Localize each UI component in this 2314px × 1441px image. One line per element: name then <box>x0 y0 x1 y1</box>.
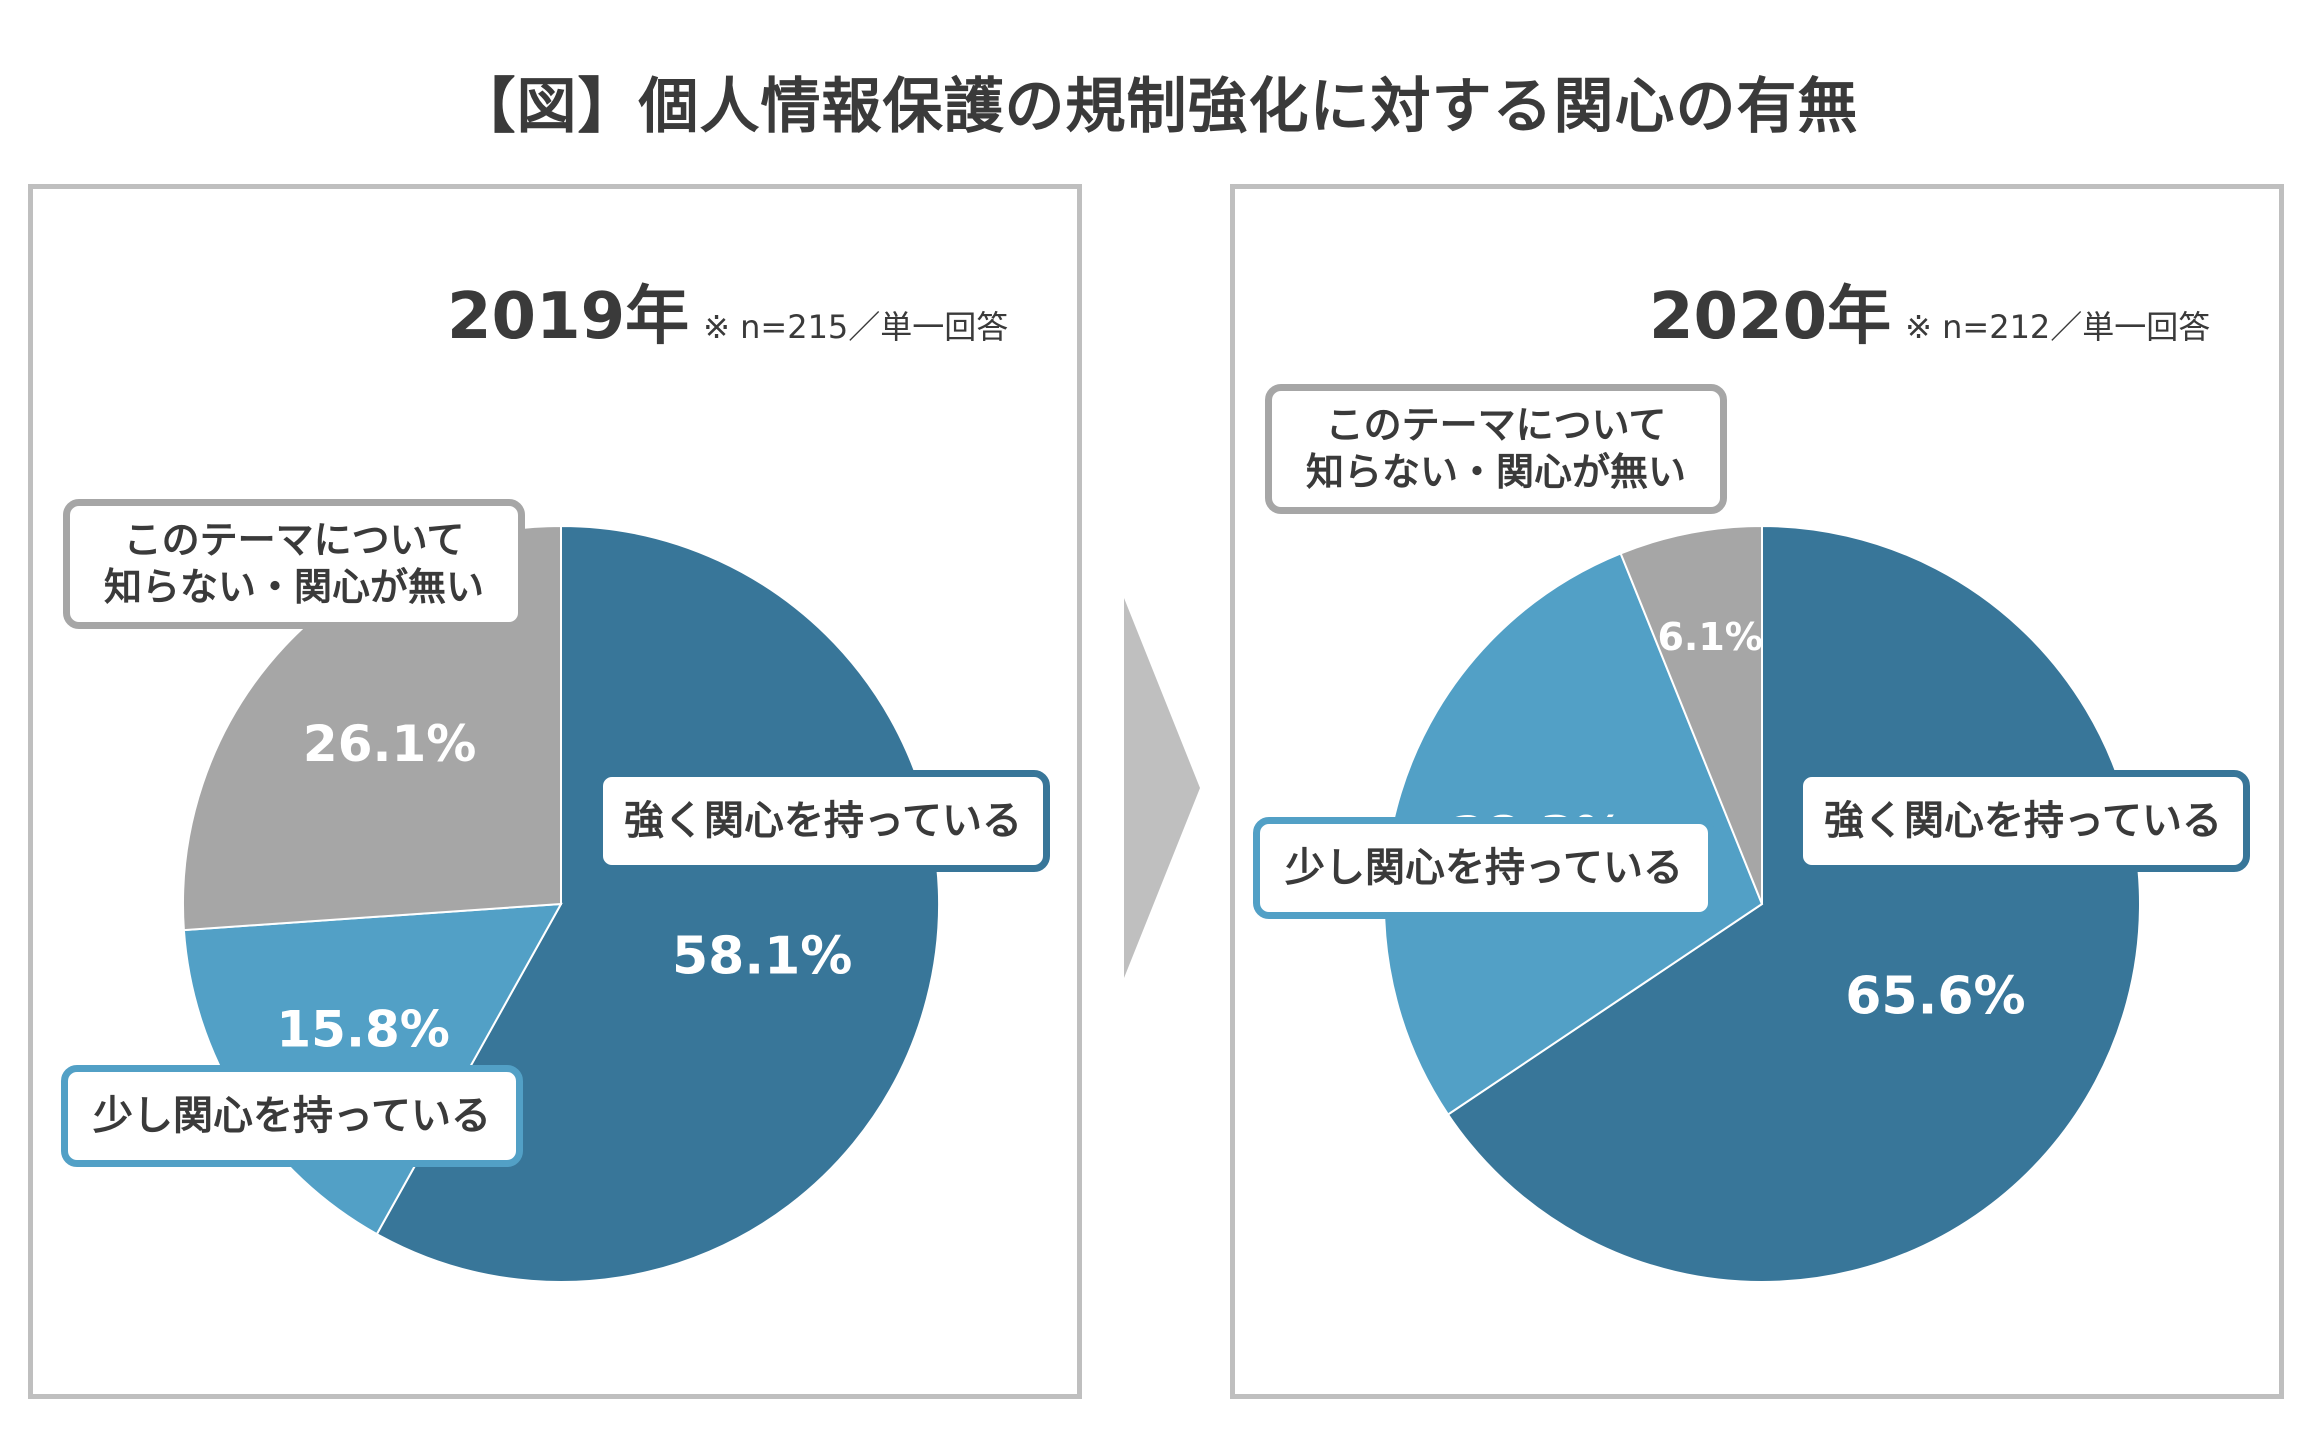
callout-strong-interest: 強く関心を持っている <box>1796 770 2250 872</box>
callout-some-interest: 少し関心を持っている <box>61 1065 523 1167</box>
slice-strong-interest <box>1446 524 2141 1283</box>
slice-value-label: 65.6% <box>1845 967 2025 1027</box>
slice-value-label: 26.1% <box>303 715 476 773</box>
page-title: 【図】個人情報保護の規制強化に対する関心の有無 <box>455 72 1859 142</box>
chevron-right-icon <box>1124 598 1200 978</box>
slice-value-label: 58.1% <box>672 926 852 986</box>
callout-some-interest: 少し関心を持っている <box>1253 817 1715 919</box>
year-heading-2020: 2020年 ※ n=212／単一回答 <box>1649 265 2210 357</box>
year-label: 2020年 <box>1649 280 1892 354</box>
chart-panel-2020: 65.6%28.3%6.1% 2020年 ※ n=212／単一回答 強く関心を持っ… <box>1230 184 2284 1399</box>
callout-line: 知らない・関心が無い <box>103 565 484 609</box>
year-label: 2019年 <box>447 280 690 354</box>
callout-line: このテーマについて <box>1325 402 1667 447</box>
chart-panel-2019: 58.1% 15.8% 26.1% 2019年 ※ n=215／単一回答 強く関心を持… <box>28 184 1082 1399</box>
sample-note: ※ n=212／単一回答 <box>1905 308 2211 346</box>
callout-no-interest: このテーマについて 知らない・関心が無い <box>1265 384 1727 514</box>
pie-chart-2020: 65.6%28.3%6.1% <box>1383 524 2141 1283</box>
callout-line: 強く関心を持っている <box>1824 798 2222 844</box>
callout-strong-interest: 強く関心を持っている <box>596 770 1050 872</box>
year-heading-2019: 2019年 ※ n=215／単一回答 <box>447 265 1008 357</box>
callout-line: 強く関心を持っている <box>624 798 1022 844</box>
sample-note: ※ n=215／単一回答 <box>703 308 1009 346</box>
callout-line: 少し関心を持っている <box>1285 845 1683 891</box>
callout-line: 少し関心を持っている <box>93 1093 491 1139</box>
callout-line: 知らない・関心が無い <box>1305 450 1686 494</box>
slice-no-interest <box>1619 524 1763 905</box>
slice-value-label: 15.8% <box>276 1001 449 1059</box>
callout-line: このテーマについて <box>123 517 465 562</box>
callout-no-interest: このテーマについて 知らない・関心が無い <box>63 499 525 629</box>
slice-value-label: 6.1% <box>1657 615 1762 659</box>
